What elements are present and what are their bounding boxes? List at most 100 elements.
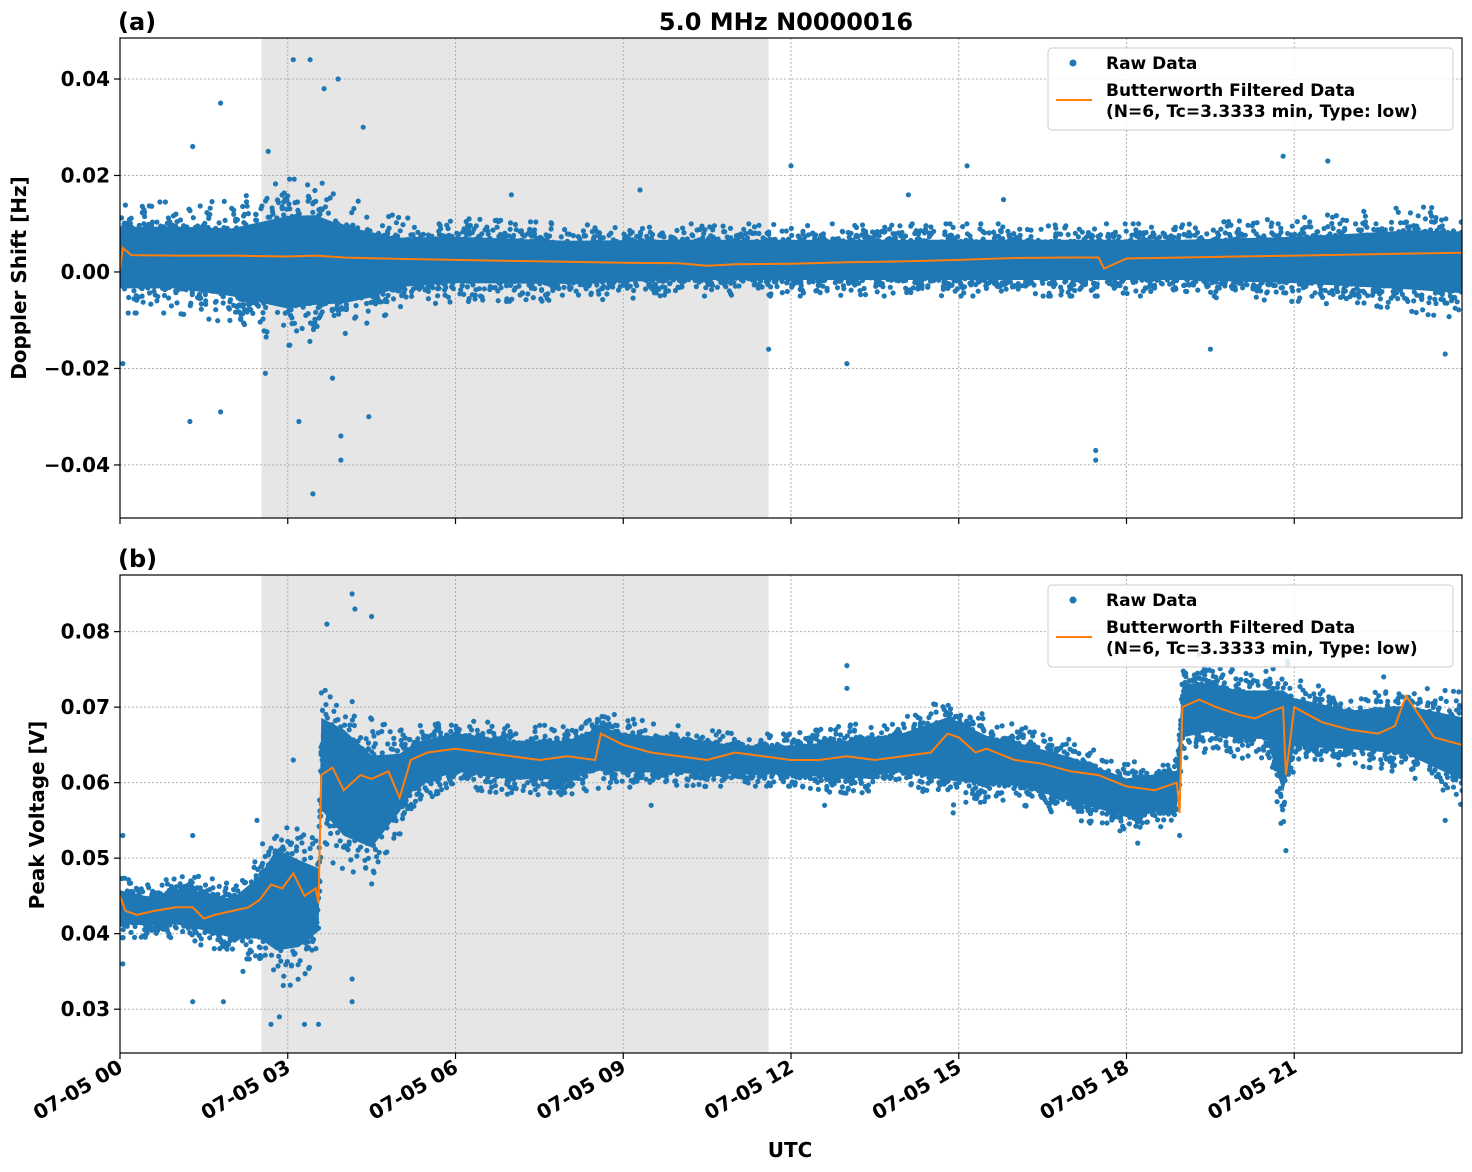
raw-data-point	[964, 221, 970, 227]
raw-data-point	[260, 310, 266, 316]
raw-data-point	[287, 206, 293, 212]
raw-data-point	[286, 176, 293, 182]
raw-data-point	[166, 295, 172, 301]
raw-data-point	[264, 195, 270, 201]
raw-data-point	[386, 225, 392, 231]
raw-data-point	[556, 285, 562, 292]
raw-data-point	[327, 195, 333, 201]
raw-data-point	[899, 229, 905, 236]
raw-data-point	[701, 293, 708, 299]
raw-data-point	[592, 233, 598, 239]
raw-data-point	[840, 229, 846, 235]
raw-data-point	[903, 285, 909, 291]
raw-data-point	[222, 217, 228, 223]
raw-data-point	[353, 303, 359, 309]
figure-title: 5.0 MHz N0000016	[659, 8, 913, 36]
raw-data-point	[617, 284, 623, 290]
raw-data-point	[919, 282, 925, 288]
raw-data-point	[709, 282, 716, 288]
raw-data-point	[874, 289, 880, 295]
raw-data-point	[485, 231, 491, 237]
raw-data-point	[146, 290, 153, 296]
raw-data-point	[472, 296, 478, 302]
raw-data-point	[728, 235, 734, 241]
raw-data-points	[120, 57, 1462, 497]
raw-data-point	[279, 206, 285, 212]
raw-data-point	[889, 222, 895, 228]
raw-data-point	[272, 181, 279, 187]
raw-data-point	[892, 235, 899, 241]
raw-data-point	[479, 231, 485, 237]
raw-data-point	[903, 233, 909, 239]
raw-data-point	[507, 220, 514, 226]
raw-data-point	[596, 291, 602, 297]
raw-data-point	[856, 280, 862, 286]
raw-data-point	[887, 226, 893, 232]
raw-data-point	[751, 224, 758, 230]
raw-data-point	[874, 229, 880, 235]
raw-data-point	[331, 312, 337, 319]
raw-data-point	[207, 205, 213, 211]
raw-data-point	[330, 191, 336, 197]
raw-data-point	[820, 283, 826, 289]
raw-data-point	[305, 311, 311, 317]
raw-data-point	[649, 231, 656, 238]
raw-data-point	[473, 223, 479, 229]
raw-data-point	[789, 232, 795, 238]
raw-data-point	[722, 229, 728, 235]
raw-data-point	[629, 229, 635, 235]
raw-data-point	[562, 226, 568, 233]
raw-data-point	[285, 193, 291, 199]
raw-data-point	[307, 338, 313, 344]
raw-data-point	[955, 234, 961, 240]
raw-data-point	[779, 290, 785, 296]
raw-data-point	[681, 230, 687, 236]
raw-data-point	[604, 291, 610, 297]
raw-data-point	[774, 283, 780, 290]
raw-data-point	[530, 295, 536, 301]
raw-data-point	[312, 316, 318, 322]
raw-data-point	[498, 285, 504, 291]
raw-data-point	[741, 226, 747, 232]
raw-data-point	[319, 180, 325, 186]
raw-data-point	[848, 230, 854, 236]
raw-data-point	[714, 284, 721, 290]
raw-data-point	[263, 334, 269, 340]
raw-data-point	[393, 220, 399, 226]
raw-data-point	[255, 303, 261, 309]
raw-data-point	[525, 291, 531, 297]
raw-data-point	[947, 221, 953, 227]
raw-data-point	[306, 195, 312, 202]
raw-data-point	[400, 222, 406, 228]
raw-data-point	[768, 291, 774, 297]
raw-data-point	[548, 226, 554, 232]
raw-data-point	[466, 296, 472, 302]
raw-data-point	[254, 217, 260, 223]
raw-data-point	[397, 304, 404, 310]
raw-data-point	[820, 231, 827, 237]
raw-data-point	[288, 307, 294, 313]
raw-data-point	[810, 279, 816, 285]
raw-data-point	[702, 227, 708, 233]
raw-data-point	[310, 326, 317, 333]
raw-data-point	[294, 199, 301, 205]
raw-data-point	[140, 299, 146, 305]
raw-data-point	[589, 229, 595, 235]
raw-data-point	[425, 296, 431, 302]
raw-data-point	[743, 231, 749, 237]
raw-data-point	[512, 221, 519, 228]
raw-data-point	[577, 236, 583, 242]
raw-data-point	[329, 308, 335, 314]
raw-data-point	[325, 210, 331, 216]
raw-data-point	[665, 288, 672, 294]
raw-data-point	[756, 222, 762, 228]
raw-data-point	[531, 231, 538, 237]
raw-data-point	[546, 297, 552, 303]
raw-data-point	[642, 286, 649, 292]
raw-data-point	[484, 224, 490, 230]
raw-data-point	[852, 282, 858, 288]
raw-data-point	[890, 290, 896, 296]
raw-data-point	[450, 286, 456, 292]
raw-data-point	[931, 228, 937, 234]
raw-data-point	[289, 315, 295, 321]
